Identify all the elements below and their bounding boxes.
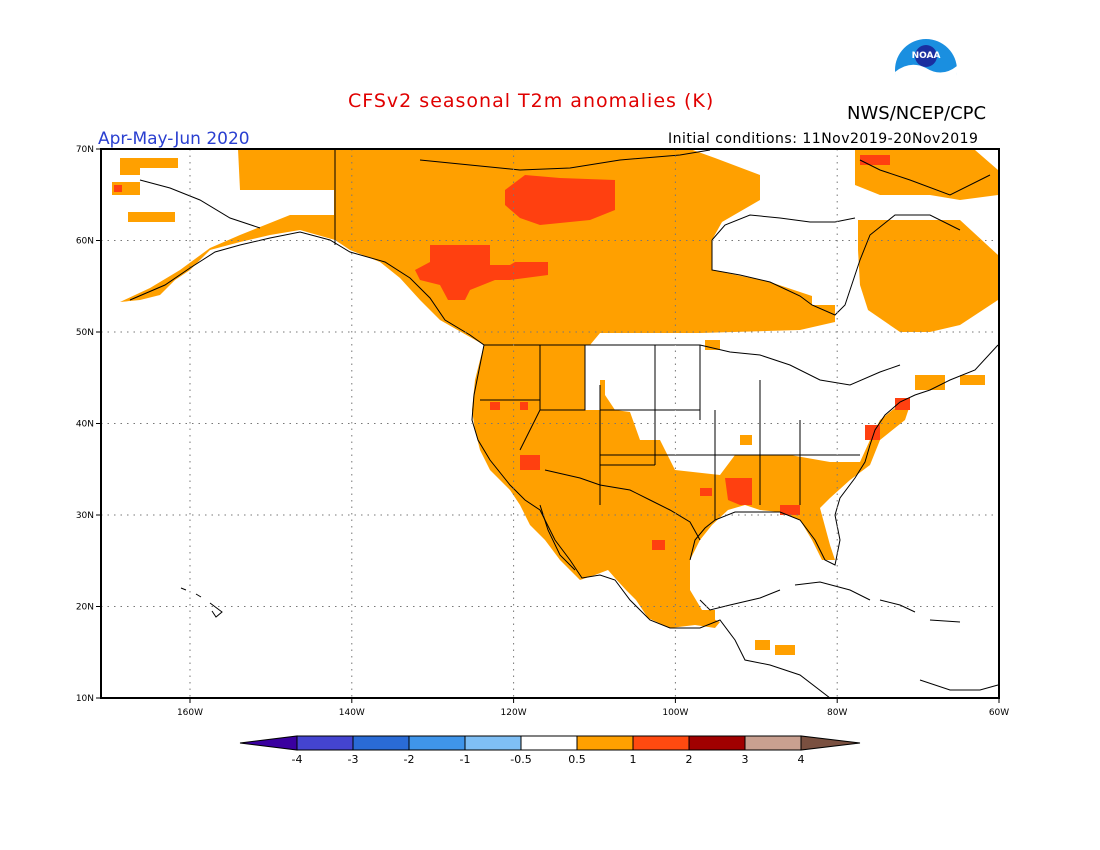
colorbar-segment xyxy=(744,735,802,751)
anomaly-region-alaska-north xyxy=(238,149,334,190)
hudson-bay-coastline xyxy=(711,214,961,316)
lat-label: 60N xyxy=(76,237,94,247)
anomaly-region-alaska-west xyxy=(120,158,178,175)
us-canada-border xyxy=(484,344,901,386)
colorbar-tick-label: 0.5 xyxy=(568,753,586,766)
map-title: CFSv2 seasonal T2m anomalies (K) xyxy=(348,90,715,112)
lat-label: 10N xyxy=(76,694,94,704)
anomaly-fills xyxy=(112,149,998,655)
lat-label: 50N xyxy=(76,328,94,338)
anomaly-region-yucatan xyxy=(700,610,715,622)
lon-label: 140W xyxy=(339,708,365,718)
anomaly-region-strong-nwt xyxy=(505,175,615,225)
anomaly-region-patch-a xyxy=(705,340,720,350)
lat-label: 70N xyxy=(76,145,94,155)
agency-label: NWS/NCEP/CPC xyxy=(847,103,987,124)
colorbar-tick-label: 1 xyxy=(630,753,637,766)
colorbar-tick-label: -1 xyxy=(460,753,471,766)
colorbar-tick-label: -0.5 xyxy=(510,753,531,766)
anomaly-region-strong-arizona xyxy=(520,455,540,470)
colorbar-segment xyxy=(464,735,522,751)
anomaly-region-central-america xyxy=(755,640,770,650)
colorbar-segment xyxy=(296,735,354,751)
anomaly-region-alaska-west2 xyxy=(128,212,175,222)
anomaly-region-strong-utah xyxy=(520,402,528,410)
longitude-labels: 160W 140W 120W 100W 80W 60W xyxy=(177,698,1009,718)
gridlines xyxy=(101,149,999,698)
anomaly-region-quebec xyxy=(858,220,998,332)
logo-text: NOAA xyxy=(912,51,941,61)
anomaly-region-new-england xyxy=(915,375,945,390)
anomaly-region-strong-bc xyxy=(415,245,548,300)
lon-label: 120W xyxy=(501,708,527,718)
colorbar-tick-label: 2 xyxy=(686,753,693,766)
colorbar-high-arrow xyxy=(800,735,861,751)
lat-label: 20N xyxy=(76,603,94,613)
colorbar-tick-label: 3 xyxy=(742,753,749,766)
colorbar-segment xyxy=(352,735,410,751)
anomaly-region-strong-mississippi xyxy=(725,478,752,505)
initial-conditions-label: Initial conditions: 11Nov2019-20Nov2019 xyxy=(668,131,979,147)
colorbar-tick-label: -2 xyxy=(404,753,415,766)
coastlines xyxy=(129,149,999,698)
anomaly-region-strong-alaska xyxy=(114,185,122,192)
lon-label: 160W xyxy=(177,708,203,718)
anomaly-region-strong-baffin xyxy=(860,155,890,165)
latitude-labels: 70N 60N 50N 40N 30N 20N 10N xyxy=(76,145,101,704)
anomaly-region-main xyxy=(120,149,910,628)
baja-gulf-coastline xyxy=(539,504,576,571)
lon-label: 60W xyxy=(989,708,1009,718)
lat-label: 40N xyxy=(76,420,94,430)
colorbar: -4 -3 -2 -1 -0.5 0.5 1 2 3 4 xyxy=(239,735,861,766)
anomaly-region-strong-gulf xyxy=(780,505,800,515)
season-label: Apr-May-Jun 2020 xyxy=(98,129,250,149)
caribbean-islands xyxy=(794,581,961,623)
atlantic-gulf-coastline xyxy=(689,344,999,566)
colorbar-tick-label: -4 xyxy=(292,753,303,766)
lon-label: 100W xyxy=(662,708,688,718)
colorbar-segment xyxy=(408,735,466,751)
colorbar-segment xyxy=(688,735,746,751)
colorbar-tick-label: 4 xyxy=(798,753,805,766)
anomaly-region-patch-b xyxy=(740,435,752,445)
alaska-west-coastline xyxy=(139,179,261,229)
anomaly-region-strong-mexico xyxy=(652,540,665,550)
lat-label: 30N xyxy=(76,511,94,521)
colorbar-segment xyxy=(632,735,690,751)
arctic-coastline xyxy=(419,149,711,171)
south-america-coastline xyxy=(919,679,999,691)
us-mexico-border xyxy=(544,469,701,541)
colorbar-low-arrow xyxy=(239,735,298,751)
baffin-coastline xyxy=(859,159,991,196)
anomaly-region-greenland-west xyxy=(855,150,998,200)
anomaly-region-honduras xyxy=(775,645,795,655)
anomaly-region-strong-texas xyxy=(700,488,712,496)
colorbar-tick-label: -3 xyxy=(348,753,359,766)
anomaly-region-strong-newyork xyxy=(895,398,910,410)
anomaly-region-strong-nevada xyxy=(490,402,500,410)
state-borders xyxy=(480,345,860,520)
lon-label: 80W xyxy=(827,708,847,718)
anomaly-region-nova-scotia xyxy=(960,375,985,385)
colorbar-segment xyxy=(576,735,634,751)
pacific-coastline xyxy=(129,231,831,698)
colorbar-segment xyxy=(520,735,578,751)
noaa-logo-icon: NOAA xyxy=(895,39,957,102)
hawaii-islands xyxy=(180,587,223,618)
hudson-bay-north xyxy=(711,214,856,241)
